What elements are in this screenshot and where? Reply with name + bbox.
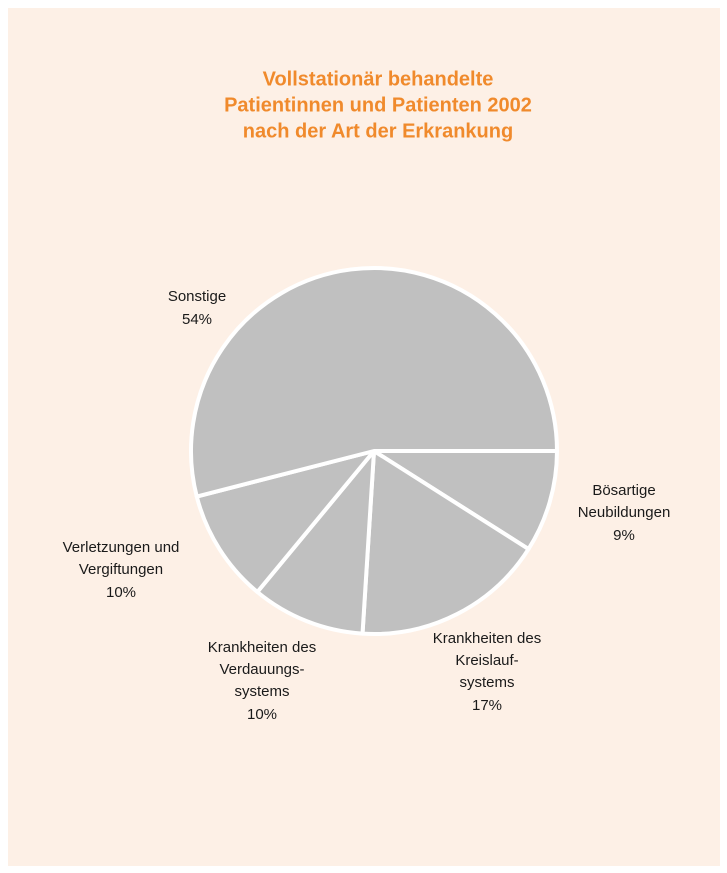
slice-label: Vergiftungen bbox=[79, 561, 163, 578]
pie-slice bbox=[360, 449, 531, 636]
slice-label: Krankheiten des bbox=[433, 630, 541, 647]
value-label: 17% bbox=[472, 697, 502, 714]
value-label: 10% bbox=[247, 706, 277, 723]
value-label: 9% bbox=[613, 527, 635, 544]
slice-label: systems bbox=[459, 674, 514, 691]
pie-slice bbox=[372, 449, 559, 552]
pie-slice bbox=[189, 266, 559, 499]
slice-label: systems bbox=[234, 683, 289, 700]
chart-title: Vollstationär behandelte bbox=[263, 68, 494, 90]
slice-label: Verletzungen und bbox=[63, 539, 180, 556]
chart-title: Patientinnen und Patienten 2002 bbox=[224, 94, 532, 116]
slice-label: Neubildungen bbox=[578, 504, 671, 521]
slice-label: Bösartige bbox=[592, 482, 655, 499]
pie-slice bbox=[255, 449, 376, 636]
slice-label: Verdauungs- bbox=[219, 661, 304, 678]
value-label: 10% bbox=[106, 584, 136, 601]
slice-label: Krankheiten des bbox=[208, 639, 316, 656]
chart-title: nach der Art der Erkrankung bbox=[243, 120, 513, 142]
value-label: 54% bbox=[182, 311, 212, 328]
slice-label: Kreislauf- bbox=[455, 652, 518, 669]
slice-label: Sonstige bbox=[168, 288, 226, 305]
